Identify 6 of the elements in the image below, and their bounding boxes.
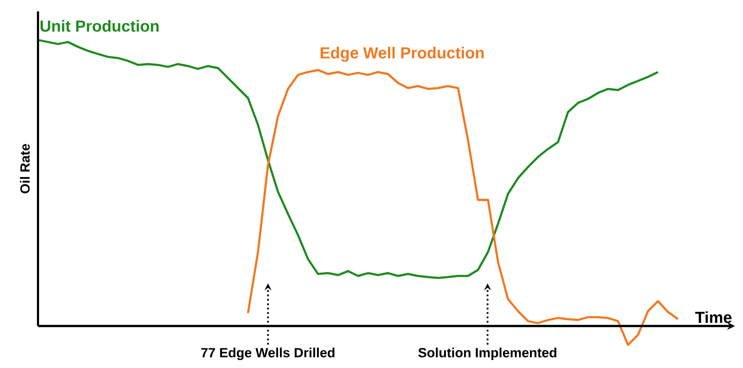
text: 77 Edge Wells Drilled bbox=[201, 348, 334, 360]
text: Solution Implemented bbox=[418, 348, 556, 360]
y-axis-title: Oil Rate bbox=[20, 144, 30, 194]
x-axis-title: Time bbox=[695, 311, 732, 324]
series-label: Edge Well Production bbox=[320, 46, 484, 62]
series-label: Unit Production bbox=[40, 20, 159, 32]
